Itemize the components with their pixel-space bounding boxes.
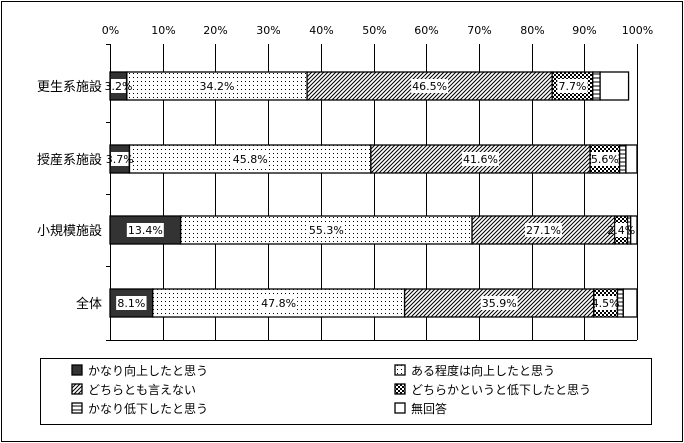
data-label-bg xyxy=(111,79,126,93)
bar-segment xyxy=(622,288,638,318)
data-label: 46.5% xyxy=(412,80,447,93)
data-label-bg xyxy=(126,223,164,237)
legend-swatch xyxy=(71,402,83,414)
data-label: 47.8% xyxy=(261,297,296,310)
data-label-bg xyxy=(591,152,619,166)
data-label-bg xyxy=(524,223,562,237)
legend-label: かなり低下したと思う xyxy=(88,402,208,416)
legend-swatch xyxy=(394,364,406,376)
data-label: 55.3% xyxy=(309,224,344,237)
data-label-bg xyxy=(198,79,236,93)
category-label: 全体 xyxy=(76,296,102,312)
data-label: 3.7% xyxy=(106,153,134,166)
bar-segment xyxy=(592,71,601,101)
data-label-bg xyxy=(615,223,628,237)
data-label-bg xyxy=(480,296,518,310)
data-label: 5.6% xyxy=(591,153,619,166)
data-label: 13.4% xyxy=(128,224,163,237)
data-label-bg xyxy=(411,79,449,93)
legend-label: 無回答 xyxy=(411,401,447,416)
x-axis-ticks: 0% 10% 20% 30% 40% 50% 60% 70% 80% 90% 100% xyxy=(102,24,653,37)
legend-swatch xyxy=(394,383,406,395)
data-label: 34.2% xyxy=(200,80,235,93)
bar-segment xyxy=(625,144,638,174)
data-label-bg xyxy=(594,296,617,310)
data-label-bg xyxy=(260,296,298,310)
legend-label: どちらとも言えない xyxy=(88,383,196,397)
legend-swatch xyxy=(394,402,406,414)
legend-box xyxy=(40,358,652,425)
bar-segment xyxy=(630,215,638,245)
legend-label: ある程度は向上したと思う xyxy=(411,363,555,378)
category-label: 小規模施設 xyxy=(37,223,102,239)
data-label: 35.9% xyxy=(482,297,517,310)
category-label: 授産系施設 xyxy=(37,152,102,168)
data-labels: 3.2% 34.2% 46.5% 7.7% 3.7% 45.8% 41.6% 5.6% 13.4… xyxy=(104,79,635,310)
bar-segment xyxy=(599,71,630,101)
x-tick-label: 60% xyxy=(414,24,438,37)
x-tick-label: 80% xyxy=(520,24,544,37)
data-label: 4.5% xyxy=(592,297,620,310)
x-tick-label: 0% xyxy=(102,24,119,37)
legend-label: かなり向上したと思う xyxy=(88,363,208,378)
x-tick-label: 50% xyxy=(362,24,386,37)
data-label: 41.6% xyxy=(463,153,498,166)
data-label-bg xyxy=(116,296,147,310)
legend-label: どちらかというと低下したと思う xyxy=(411,383,591,397)
bar-segment xyxy=(618,144,627,174)
x-tick-label: 70% xyxy=(467,24,491,37)
category-label: 更生系施設 xyxy=(37,79,102,95)
data-label-bg xyxy=(111,152,129,166)
data-label: 2.4% xyxy=(607,224,635,237)
x-tick-label: 100% xyxy=(622,24,653,37)
data-label-bg xyxy=(231,152,269,166)
data-label: 8.1% xyxy=(117,297,145,310)
data-label-bg xyxy=(307,223,345,237)
data-label-bg xyxy=(557,79,588,93)
legend-swatch xyxy=(71,364,83,376)
data-label: 3.2% xyxy=(104,80,132,93)
x-tick-label: 30% xyxy=(256,24,280,37)
data-label: 7.7% xyxy=(558,80,586,93)
bar-segment xyxy=(306,71,553,101)
x-tick-label: 10% xyxy=(151,24,175,37)
x-tick-label: 40% xyxy=(309,24,333,37)
data-label: 27.1% xyxy=(526,224,561,237)
x-tick-label: 20% xyxy=(203,24,227,37)
data-label: 45.8% xyxy=(233,153,268,166)
x-tick-label: 90% xyxy=(572,24,596,37)
legend-swatch xyxy=(71,383,83,395)
data-label-bg xyxy=(461,152,499,166)
